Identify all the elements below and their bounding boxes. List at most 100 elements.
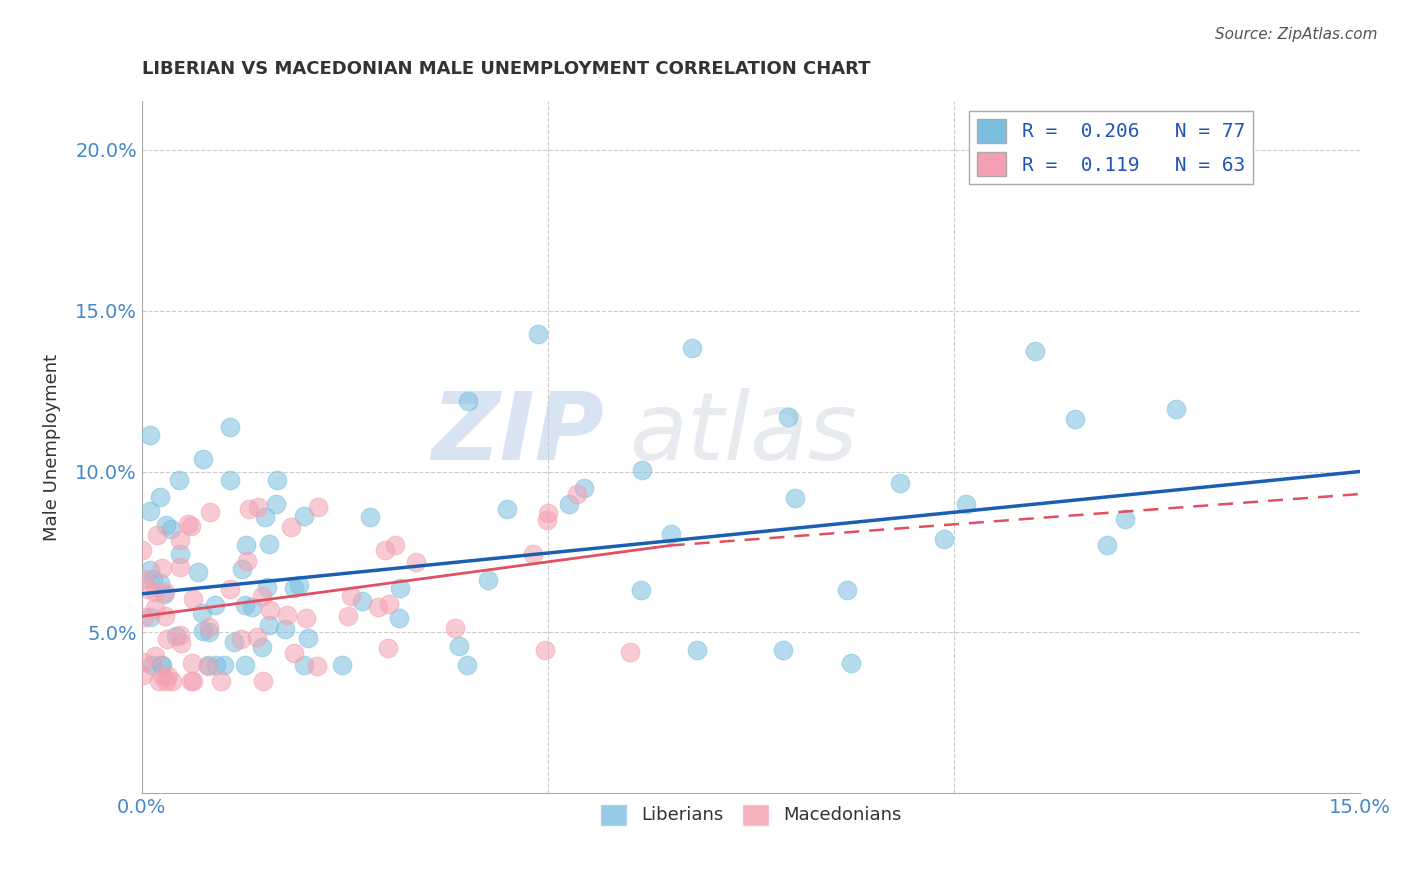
Point <box>295 610 318 624</box>
Point <box>307 500 329 514</box>
Point <box>180 518 202 533</box>
Point <box>659 527 682 541</box>
Point <box>143 601 166 615</box>
Point <box>238 501 260 516</box>
Point <box>193 624 215 638</box>
Point <box>772 642 794 657</box>
Point <box>209 673 232 688</box>
Point <box>156 668 179 682</box>
Point <box>149 576 172 591</box>
Point <box>155 632 177 646</box>
Point <box>257 536 280 550</box>
Point <box>1063 412 1085 426</box>
Point <box>198 620 221 634</box>
Point <box>377 597 399 611</box>
Point <box>193 452 215 467</box>
Point <box>350 594 373 608</box>
Point <box>250 589 273 603</box>
Point <box>143 649 166 664</box>
Y-axis label: Male Unemployment: Male Unemployment <box>44 354 60 541</box>
Point <box>204 657 226 672</box>
Point <box>630 463 652 477</box>
Point <box>149 490 172 504</box>
Point <box>169 533 191 548</box>
Point <box>139 610 162 624</box>
Point <box>145 528 167 542</box>
Point <box>558 497 581 511</box>
Point <box>252 640 274 655</box>
Point <box>149 657 172 672</box>
Point <box>337 608 360 623</box>
Point <box>266 473 288 487</box>
Point <box>527 326 550 341</box>
Point <box>340 589 363 603</box>
Point <box>219 473 242 487</box>
Point <box>181 673 204 688</box>
Point <box>139 563 162 577</box>
Point <box>367 600 389 615</box>
Point <box>235 538 257 552</box>
Point <box>776 409 799 424</box>
Point <box>1024 344 1046 359</box>
Point <box>283 646 305 660</box>
Point <box>143 584 166 599</box>
Point <box>197 659 219 673</box>
Point <box>955 497 977 511</box>
Point <box>252 673 274 688</box>
Point <box>932 532 955 546</box>
Point <box>167 473 190 487</box>
Point <box>256 580 278 594</box>
Point <box>222 635 245 649</box>
Point <box>162 673 184 688</box>
Point <box>444 621 467 635</box>
Point <box>259 617 281 632</box>
Point <box>169 560 191 574</box>
Point <box>153 585 176 599</box>
Point <box>134 572 156 586</box>
Point <box>155 517 177 532</box>
Point <box>150 668 173 682</box>
Point <box>231 562 253 576</box>
Point <box>889 476 911 491</box>
Point <box>131 543 153 558</box>
Point <box>141 657 163 672</box>
Point <box>139 428 162 442</box>
Point <box>686 642 709 657</box>
Point <box>131 655 153 669</box>
Point <box>191 606 214 620</box>
Point <box>447 639 470 653</box>
Point <box>155 673 177 688</box>
Point <box>231 632 253 646</box>
Point <box>169 628 191 642</box>
Point <box>254 509 277 524</box>
Point <box>574 482 596 496</box>
Point <box>187 565 209 579</box>
Point <box>170 636 193 650</box>
Point <box>288 577 311 591</box>
Point <box>247 500 270 514</box>
Point <box>155 609 177 624</box>
Point <box>136 582 159 596</box>
Point <box>246 631 269 645</box>
Text: ZIP: ZIP <box>432 387 605 480</box>
Point <box>783 491 806 505</box>
Point <box>197 657 219 672</box>
Point <box>619 645 641 659</box>
Point <box>359 510 381 524</box>
Point <box>297 631 319 645</box>
Point <box>522 547 544 561</box>
Point <box>212 657 235 672</box>
Point <box>387 610 409 624</box>
Point <box>181 592 204 607</box>
Point <box>218 582 240 596</box>
Point <box>233 598 256 612</box>
Point <box>198 505 221 519</box>
Point <box>153 587 176 601</box>
Point <box>169 547 191 561</box>
Point <box>536 512 558 526</box>
Point <box>264 497 287 511</box>
Point <box>389 581 412 595</box>
Point <box>567 487 589 501</box>
Point <box>457 393 479 408</box>
Point <box>537 506 560 520</box>
